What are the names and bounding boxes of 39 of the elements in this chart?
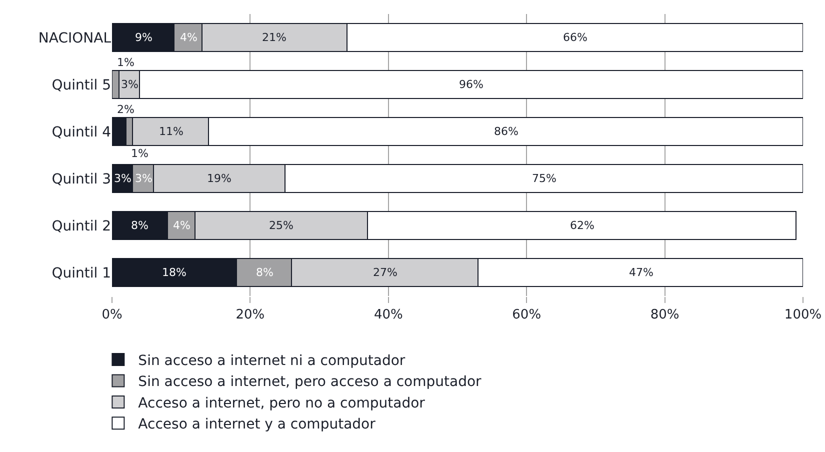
y-tick-label: Quintil 2 <box>52 218 111 234</box>
data-label: 86% <box>494 125 518 138</box>
data-label: 62% <box>570 219 594 232</box>
data-label: 8% <box>256 266 274 279</box>
y-tick-label: Quintil 5 <box>52 77 111 94</box>
x-tick-label: 100% <box>784 308 822 323</box>
y-tick-label: Quintil 3 <box>52 171 111 188</box>
data-label: 19% <box>207 172 232 185</box>
data-label: 3% <box>114 172 132 185</box>
data-label: 25% <box>269 219 294 232</box>
data-label: 11% <box>159 125 184 138</box>
x-tick-label: 80% <box>650 308 680 323</box>
data-label: 2% <box>117 103 134 116</box>
legend-label: Acceso a internet y a computador <box>138 416 376 433</box>
data-label: 1% <box>131 147 148 160</box>
legend-label: Sin acceso a internet ni a computador <box>138 353 406 369</box>
data-label: 96% <box>459 78 484 91</box>
legend-label: Acceso a internet, pero no a computador <box>138 395 426 412</box>
data-label: 18% <box>162 266 186 279</box>
y-tick-label: NACIONAL <box>38 30 112 46</box>
x-tick-label: 20% <box>236 308 265 323</box>
data-label: 9% <box>135 31 152 44</box>
x-tick-label: 60% <box>512 308 542 323</box>
data-label: 1% <box>117 56 134 69</box>
data-label: 4% <box>173 219 190 232</box>
y-tick-label: Quintil 4 <box>52 124 112 140</box>
legend-label: Sin acceso a internet, pero acceso a computador <box>138 374 482 390</box>
data-label: 66% <box>563 31 588 44</box>
data-label: 27% <box>373 266 398 279</box>
data-label: 47% <box>629 266 654 279</box>
x-tick-label: 0% <box>102 308 122 323</box>
data-label: 75% <box>532 172 556 185</box>
data-label: 21% <box>262 31 286 44</box>
data-label: 3% <box>135 172 152 185</box>
data-label: 4% <box>180 31 198 44</box>
data-label: 8% <box>131 219 148 232</box>
y-tick-label: Quintil 1 <box>52 265 111 282</box>
x-tick-label: 40% <box>374 308 403 323</box>
data-label: 3% <box>121 78 138 91</box>
